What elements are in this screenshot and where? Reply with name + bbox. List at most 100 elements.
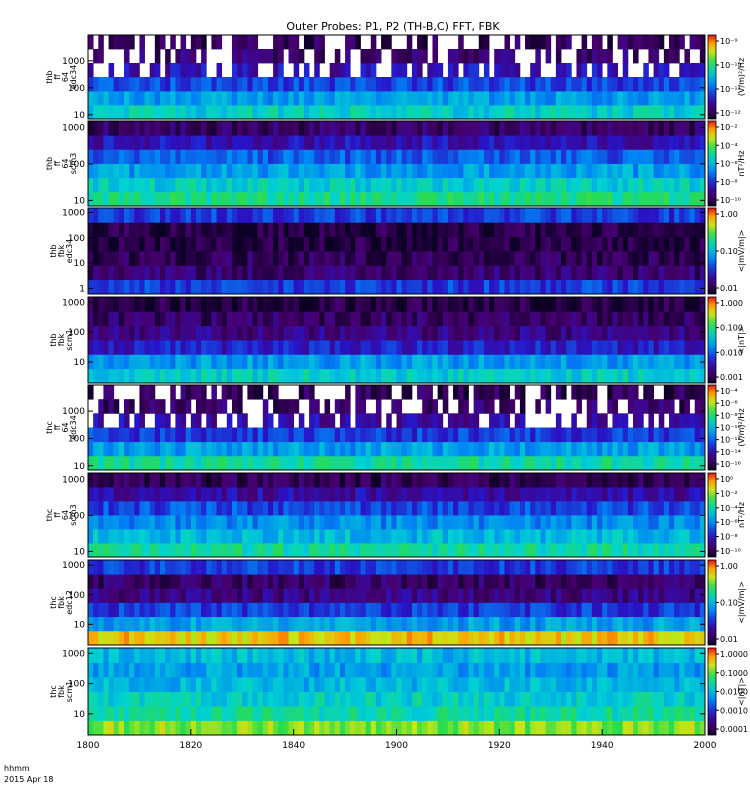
colorbar-tick-label: 10⁻⁸ (720, 533, 738, 542)
colorbar-tick-label: 1.0000 (720, 650, 748, 659)
x-axis: 1800 1820 1840 1900 1920 1940 2000 (77, 729, 717, 751)
y-axis-label: fbk (57, 685, 66, 698)
spectrogram-8 (88, 648, 706, 736)
date-label: 2015 Apr 18 (4, 775, 53, 784)
x-tick-label: 1820 (179, 741, 202, 751)
panel-frame (87, 559, 706, 646)
colorbar-tick-label: 0.10 (720, 247, 738, 256)
colorbar-tick-label: 0.001 (720, 373, 743, 382)
x-tick-label: 1900 (385, 741, 408, 751)
colorbar-tick-label: 0.010 (720, 348, 743, 357)
x-tick-label: 1920 (488, 741, 511, 751)
colorbar-tick-label: 0.0100 (720, 688, 748, 697)
y-axis-label: ff (53, 424, 62, 430)
colorbar-2: 10⁻² 10⁻⁴ 10⁻⁶ 10⁻⁸ 10⁻¹⁰ nT²/Hz (707, 120, 746, 207)
y-axis-label: scm1 (65, 681, 74, 702)
colorbar-tick-label: 10⁻¹⁶ (720, 460, 741, 469)
y-tick-label: 100 (68, 434, 85, 444)
colorbar-5: 10⁻⁴ 10⁻⁶ 10⁻⁸ 10⁻¹⁰ 10⁻¹² 10⁻¹⁴ 10⁻¹⁶ (V/m)²/H… (707, 384, 746, 471)
y-tick-label: 1000 (62, 298, 85, 308)
y-axis-label: edc12 (65, 590, 74, 615)
y-axis-label: fbk (57, 596, 66, 609)
colorbar-4: 1.000 0.100 0.010 0.001 <|nT|> (707, 296, 746, 384)
panel-4: 10 100 1000 thb fbk scm1 1.000 0.100 0.010 0.001 <… (49, 296, 746, 384)
y-axis-label: fbk (57, 333, 66, 346)
panel-3: 1 10 100 1000 thb fbk edc34 1.00 0.10 0.01 <|mV/m|… (49, 207, 746, 295)
y-axis-label: 64 (61, 72, 70, 82)
x-tick-label: 1840 (282, 741, 305, 751)
colorbar-tick-label: 10⁻¹⁰ (720, 196, 741, 205)
y-axis-label: fbk (57, 244, 66, 257)
colorbar-6: 10⁰ 10⁻² 10⁻⁴ 10⁻⁶ 10⁻⁸ 10⁻¹⁰ nT²/Hz (707, 472, 746, 558)
colorbar-tick-label: 10⁻² (720, 489, 738, 498)
y-axis-label: thc (45, 509, 54, 522)
panel-frame (87, 384, 706, 471)
x-tick-label: 1940 (591, 741, 614, 751)
spectrogram-4 (88, 297, 706, 384)
y-axis-label: scm1 (65, 329, 74, 350)
colorbar-tick-label: 10⁻⁹ (720, 37, 738, 46)
colorbar-tick-label: 0.0010 (720, 706, 748, 715)
spectrogram-7 (88, 560, 706, 646)
y-tick-label: 10 (74, 358, 86, 368)
colorbar-label: <|nT|> (737, 677, 746, 706)
y-tick-label: 1000 (62, 561, 85, 571)
y-axis-label: thc (49, 596, 58, 609)
y-tick-label: 100 (68, 591, 85, 601)
colorbar-tick-label: 10⁻¹⁰ (720, 424, 741, 433)
y-tick-label: 1000 (62, 407, 85, 417)
y-tick-label: 100 (68, 511, 85, 521)
y-axis-label: thb (49, 333, 58, 346)
panel-2: 10 100 1000 thb ff 64 scm3 10⁻² 10⁻⁴ 10⁻⁶ 10⁻⁸ 10⁻¹… (45, 120, 746, 207)
colorbar-tick-label: 0.0001 (720, 725, 748, 734)
y-tick-label: 100 (68, 84, 85, 94)
y-tick-label: 10 (74, 196, 86, 206)
colorbar-7: 1.00 0.10 0.01 <|mV/m|> (707, 559, 746, 646)
y-tick-label: 100 (68, 328, 85, 338)
y-tick-label: 10 (74, 111, 86, 121)
colorbar-tick-label: 10⁻¹² (720, 436, 741, 445)
y-axis-label: thb (49, 244, 58, 257)
colorbar-tick-label: 10⁻¹⁰ (720, 547, 741, 556)
colorbar-tick-label: 10⁻¹⁴ (720, 448, 741, 457)
colorbar-tick-label: 0.1000 (720, 669, 748, 678)
colorbar-tick-label: 1.000 (720, 299, 743, 308)
y-tick-label: 1 (79, 284, 85, 294)
x-axis-label: hhmm (4, 764, 30, 773)
panel-7: 10 100 1000 thc fbk edc12 1.00 0.10 0.01 <|mV/m|> (49, 559, 746, 646)
y-axis-label: ff (53, 512, 62, 518)
colorbar-tick-label: 10⁻¹⁰ (720, 61, 741, 70)
chart-title: Outer Probes: P1, P2 (TH-B,C) FFT, FBK (286, 20, 500, 33)
y-axis-label: 64 (61, 422, 70, 432)
y-axis-label: thc (45, 421, 54, 434)
colorbar-label: (V/m)²/Hz (737, 58, 746, 96)
y-tick-label: 10 (74, 547, 86, 557)
colorbar-tick-label: 10⁰ (720, 475, 733, 484)
colorbar-label: nT²/Hz (737, 502, 746, 528)
y-tick-label: 10 (74, 620, 86, 630)
panel-1: 10 100 1000 thb ff 64 edc34 10⁻⁹ 10⁻¹⁰ 10⁻¹¹ 10⁻¹²… (45, 34, 746, 121)
colorbar-label: <|mV/m|> (737, 230, 746, 273)
colorbar-label: <|nT|> (737, 326, 746, 355)
y-axis-label: scm3 (69, 153, 78, 174)
colorbar-tick-label: 0.10 (720, 599, 738, 608)
colorbar-tick-label: 10⁻⁶ (720, 160, 738, 169)
y-tick-label: 1000 (62, 123, 85, 133)
colorbar-tick-label: 1.00 (720, 210, 738, 219)
y-axis-label: thc (49, 685, 58, 698)
spectrogram-2 (88, 121, 706, 207)
panel-frame (87, 34, 706, 120)
y-axis-label: edc34 (65, 239, 74, 264)
colorbar-tick-label: 10⁻² (720, 123, 738, 132)
colorbar-tick-label: 10⁻⁸ (720, 411, 738, 420)
colorbar-tick-label: 10⁻⁶ (720, 399, 738, 408)
y-tick-label: 100 (68, 234, 85, 244)
y-axis-label: edc34 (69, 415, 78, 440)
colorbar-tick-label: 10⁻⁸ (720, 178, 738, 187)
y-axis-label: thb (45, 70, 54, 83)
colorbar-tick-label: 10⁻¹² (720, 109, 741, 118)
colorbar-label: (V/m)²/Hz (737, 408, 746, 446)
y-tick-label: 1000 (62, 649, 85, 659)
